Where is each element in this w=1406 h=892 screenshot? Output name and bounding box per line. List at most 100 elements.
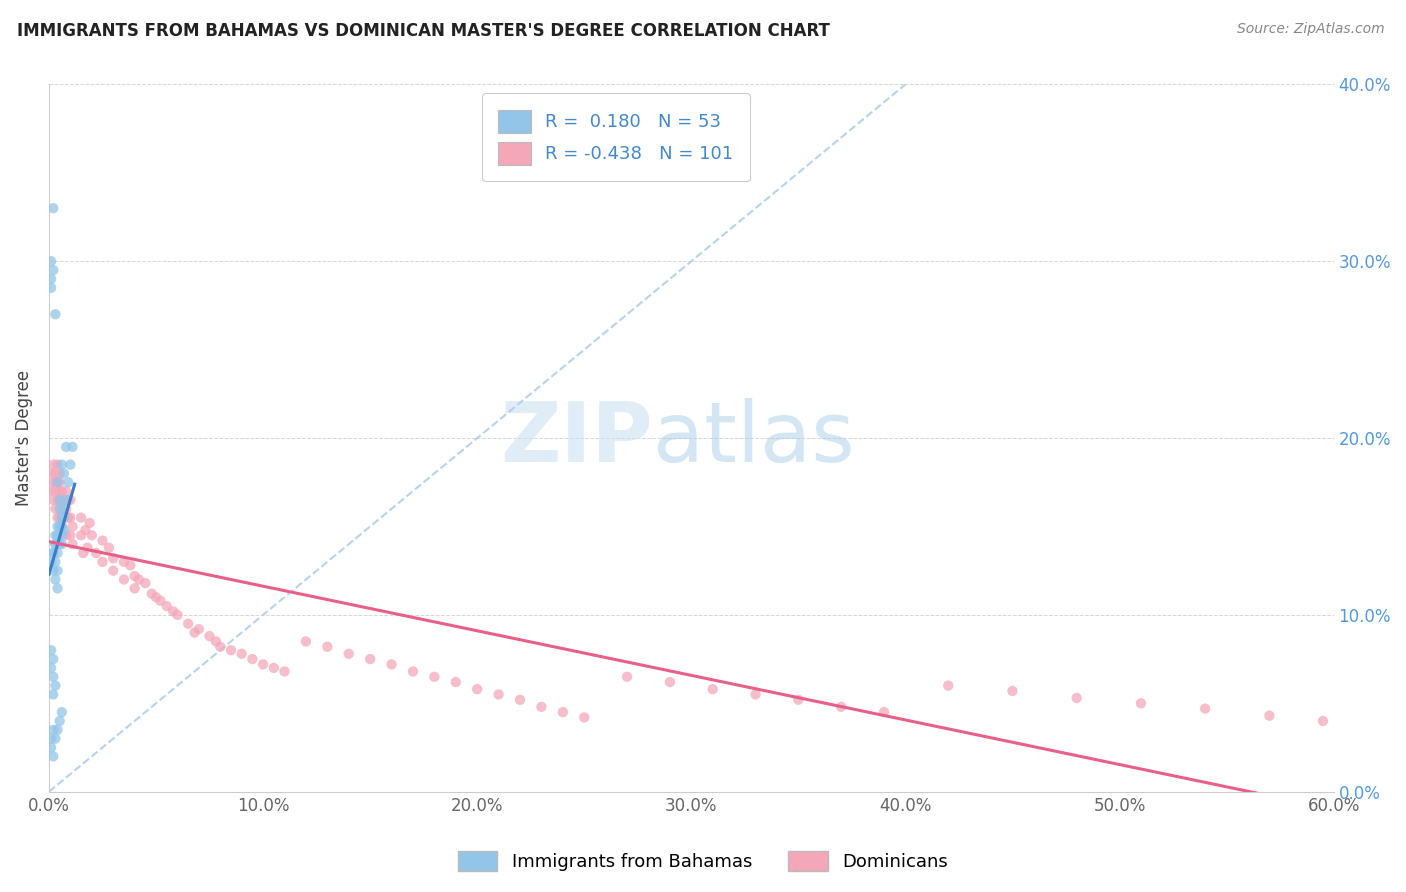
Point [52, 501, 75, 516]
Point [70, 510, 93, 524]
Point [46, 475, 69, 490]
Point [44, 679, 66, 693]
Point [52, 492, 75, 507]
Point [55, 501, 77, 516]
Point [574, 710, 596, 724]
Point [52, 467, 75, 481]
Point [465, 682, 488, 697]
Text: ZIP: ZIP [501, 398, 652, 479]
Point [44, 484, 66, 499]
Point [46, 492, 69, 507]
Point [39, 643, 62, 657]
Point [787, 692, 810, 706]
Point [51, 537, 73, 551]
Point [39, 484, 62, 499]
Point [39, 281, 62, 295]
Point [1001, 684, 1024, 698]
Point [59, 528, 82, 542]
Point [51, 519, 73, 533]
Point [658, 675, 681, 690]
Point [62, 440, 84, 454]
Point [112, 555, 135, 569]
Point [59, 492, 82, 507]
Point [48, 714, 70, 728]
Point [55, 492, 77, 507]
Point [112, 573, 135, 587]
Text: IMMIGRANTS FROM BAHAMAS VS DOMINICAN MASTER'S DEGREE CORRELATION CHART: IMMIGRANTS FROM BAHAMAS VS DOMINICAN MAS… [17, 22, 830, 40]
Point [55, 484, 77, 499]
Point [80, 528, 103, 542]
Point [62, 537, 84, 551]
Point [46, 510, 69, 524]
Point [44, 537, 66, 551]
Point [51, 510, 73, 524]
Point [46, 519, 69, 533]
Point [42, 564, 65, 578]
Point [76, 541, 98, 555]
Point [42, 688, 65, 702]
Point [44, 307, 66, 321]
Point [42, 546, 65, 560]
Point [337, 647, 360, 661]
Point [830, 699, 852, 714]
Point [91, 555, 114, 569]
Point [48, 467, 70, 481]
Point [48, 484, 70, 499]
Legend: Immigrants from Bahamas, Dominicans: Immigrants from Bahamas, Dominicans [450, 844, 956, 879]
Point [124, 582, 146, 596]
Point [44, 528, 66, 542]
Point [44, 467, 66, 481]
Point [58, 492, 80, 507]
Point [97, 541, 120, 555]
Point [149, 593, 172, 607]
Point [42, 546, 65, 560]
Point [231, 647, 253, 661]
Point [46, 528, 69, 542]
Point [46, 723, 69, 737]
Point [103, 551, 125, 566]
Point [39, 731, 62, 746]
Point [62, 519, 84, 533]
Point [59, 510, 82, 524]
Point [252, 657, 274, 672]
Point [616, 670, 638, 684]
Point [39, 555, 62, 569]
Point [103, 564, 125, 578]
Point [166, 607, 188, 622]
Point [316, 640, 339, 654]
Point [162, 604, 184, 618]
Point [42, 263, 65, 277]
Point [39, 740, 62, 755]
Point [128, 573, 150, 587]
Point [183, 625, 205, 640]
Point [273, 665, 295, 679]
Point [44, 501, 66, 516]
Point [51, 519, 73, 533]
Point [873, 705, 896, 719]
Point [205, 634, 228, 648]
Point [198, 629, 221, 643]
Point [48, 492, 70, 507]
Point [46, 564, 69, 578]
Point [219, 643, 242, 657]
Point [1258, 708, 1281, 723]
Point [55, 440, 77, 454]
Point [187, 622, 209, 636]
Point [156, 599, 179, 613]
Point [48, 475, 70, 490]
Point [55, 528, 77, 542]
Point [39, 254, 62, 268]
Y-axis label: Master's Degree: Master's Degree [15, 370, 32, 506]
Point [46, 582, 69, 596]
Point [59, 458, 82, 472]
Point [52, 510, 75, 524]
Point [380, 657, 402, 672]
Point [177, 616, 200, 631]
Point [141, 587, 163, 601]
Point [488, 688, 510, 702]
Point [44, 537, 66, 551]
Legend: R =  0.180   N = 53, R = -0.438   N = 101: R = 0.180 N = 53, R = -0.438 N = 101 [482, 94, 749, 181]
Point [52, 510, 75, 524]
Point [1194, 701, 1216, 715]
Point [44, 555, 66, 569]
